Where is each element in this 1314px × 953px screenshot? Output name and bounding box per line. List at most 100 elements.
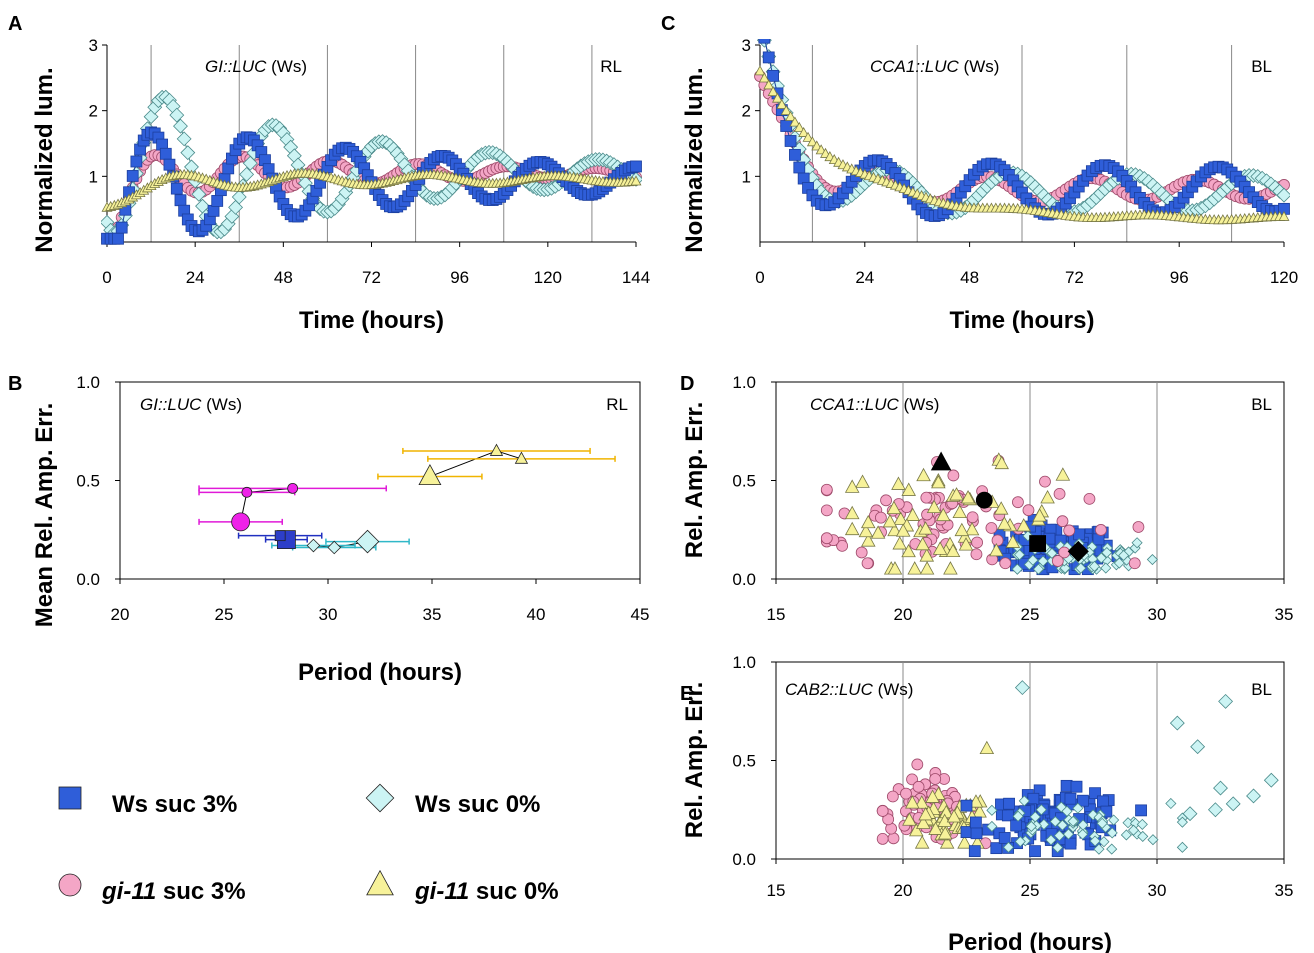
scatter-point-D-gi3-78	[947, 469, 960, 482]
scatter-point-E-gi0-43	[968, 794, 984, 808]
scatter-point-D-gi3-79	[920, 491, 933, 504]
scatter-point-D-gi0-47	[918, 521, 933, 535]
panel-corner-label-C: BL	[1251, 57, 1272, 76]
panel-title-C: CCA1::LUC (Ws)	[870, 57, 999, 76]
scatter-point-D-gi0-16	[858, 523, 874, 538]
data-point-A-ws3-29	[207, 204, 220, 217]
scatter-point-E-ws3-91	[998, 832, 1011, 844]
y-tick-label-A-2: 3	[89, 36, 98, 55]
y-tick-label-A-0: 1	[89, 167, 98, 186]
x-tick-label-C-1: 24	[855, 268, 874, 287]
summary-point-10	[514, 451, 529, 464]
data-point-C-gi0-9	[793, 121, 805, 132]
x-tick-label-B-3: 35	[423, 605, 442, 624]
summary-point-0	[231, 512, 251, 532]
mean-marker-D-1	[975, 491, 993, 509]
scatter-point-E-gi0-9	[957, 835, 972, 849]
scatter-point-D-gi3-77	[971, 536, 983, 549]
panel-corner-label-D: BL	[1251, 395, 1272, 414]
scatter-point-D-gi3-68	[1132, 521, 1145, 533]
x-tick-label-A-3: 72	[362, 268, 381, 287]
data-point-C-ws0-0	[759, 39, 761, 40]
scatter-point-D-ws0-36	[1113, 557, 1125, 569]
data-point-A-ws3-19	[170, 182, 183, 195]
scatter-extra-E-8	[1182, 806, 1198, 822]
legend-label-gi0: gi-11 suc 0%	[414, 878, 559, 905]
scatter-point-E-gi3-70	[900, 787, 912, 800]
scatter-point-E-ws0-43	[1049, 815, 1061, 828]
scatter-point-D-ws0-31	[1131, 537, 1143, 549]
scatter-point-D-gi0-54	[887, 561, 903, 575]
scatter-point-D-gi0-29	[997, 516, 1012, 530]
summary-point-5	[355, 529, 380, 554]
scatter-point-D-gi3-12	[1039, 475, 1051, 488]
scatter-extra-E-5	[1246, 788, 1261, 804]
scatter-point-D-gi3-63	[1083, 492, 1096, 505]
x-tick-label-A-4: 96	[450, 268, 469, 287]
legend-label-gi3: gi-11 suc 3%	[101, 878, 246, 905]
scatter-point-D-gi3-46	[1022, 504, 1035, 517]
scatter-point-E-ws3-78	[1010, 819, 1023, 832]
scatter-point-E-gi0-5	[939, 835, 955, 849]
scatter-point-D-gi3-49	[820, 483, 833, 496]
legend-label-ws0: Ws suc 0%	[415, 791, 540, 818]
data-point-C-gi0-6	[780, 104, 792, 116]
scatter-point-D-gi0-44	[844, 479, 860, 493]
scatter-point-D-gi3-76	[874, 511, 887, 524]
data-point-A-ws3-20	[174, 194, 187, 207]
scatter-point-E-ws3-75	[1070, 780, 1083, 793]
scatter-extra-E-9	[1213, 780, 1228, 796]
x-tick-label-D-4: 35	[1275, 605, 1294, 624]
scatter-point-D-ws0-50	[1059, 562, 1071, 574]
summary-point-4	[274, 530, 286, 542]
data-point-C-gi0-7	[785, 110, 797, 121]
x-tick-label-D-3: 30	[1148, 605, 1167, 624]
scatter-point-E-ws0-37	[1025, 820, 1037, 833]
y-axis-title-E: Rel. Amp. Err.	[681, 682, 708, 839]
scatter-point-E-gi3-51	[886, 790, 899, 803]
scatter-point-E-ws3-28	[970, 827, 983, 840]
scatter-point-D-gi0-5	[861, 533, 876, 547]
scatter-point-D-gi3-8	[855, 546, 868, 559]
y-tick-label-D-0: 0.0	[732, 570, 756, 589]
scatter-point-E-ws0-56	[1077, 819, 1089, 831]
scatter-point-E-ws0-49	[1053, 830, 1065, 842]
scatter-point-D-gi0-33	[882, 514, 898, 528]
scatter-extra-E-1	[1169, 715, 1185, 731]
x-tick-label-B-1: 25	[215, 605, 234, 624]
scatter-point-E-ws0-11	[1018, 795, 1030, 807]
scatter-point-E-ws0-20	[1122, 817, 1134, 829]
y-tick-label-C-1: 2	[742, 102, 751, 121]
scatter-point-E-ws3-106	[1064, 792, 1077, 805]
y-axis-title-C: Normalized lum.	[681, 67, 708, 252]
scatter-point-D-gi0-6	[1005, 534, 1021, 548]
scatter-extra-E-6	[1225, 796, 1241, 812]
scatter-point-D-ws0-20	[1011, 563, 1023, 575]
scatter-point-D-ws0-28	[1013, 549, 1026, 561]
scatter-point-E-gi3-24	[887, 832, 900, 845]
scatter-point-E-gi0-42	[918, 807, 933, 821]
scatter-point-D-gi3-56	[1012, 496, 1024, 509]
legend-label-ws3: Ws suc 3%	[112, 791, 237, 818]
scatter-point-D-gi3-23	[985, 522, 998, 534]
data-point-A-ws3-3	[112, 232, 124, 245]
scatter-point-D-gi0-4	[887, 522, 902, 537]
scatter-point-E-ws0-58	[1072, 802, 1084, 814]
y-tick-label-E-1: 0.5	[732, 752, 756, 771]
x-tick-label-C-3: 72	[1065, 268, 1084, 287]
scatter-point-D-gi0-25	[1040, 490, 1055, 504]
y-tick-label-E-2: 1.0	[732, 653, 756, 672]
scatter-point-E-ws0-54	[1096, 817, 1108, 829]
scatter-point-D-gi0-58	[891, 476, 906, 490]
scatter-point-E-ws3-36	[1135, 804, 1147, 817]
series-group-A	[101, 89, 642, 245]
x-tick-label-D-2: 25	[1021, 605, 1040, 624]
scatter-point-E-gi0-17	[914, 795, 930, 809]
scatter-point-E-ws3-53	[1089, 787, 1101, 800]
x-tick-label-D-1: 20	[894, 605, 913, 624]
panel-letter-C: C	[661, 13, 675, 35]
scatter-point-D-gi0-24	[893, 511, 908, 525]
scatter-point-E-gi3-44	[882, 813, 895, 826]
data-point-C-ws3-7	[784, 135, 797, 147]
